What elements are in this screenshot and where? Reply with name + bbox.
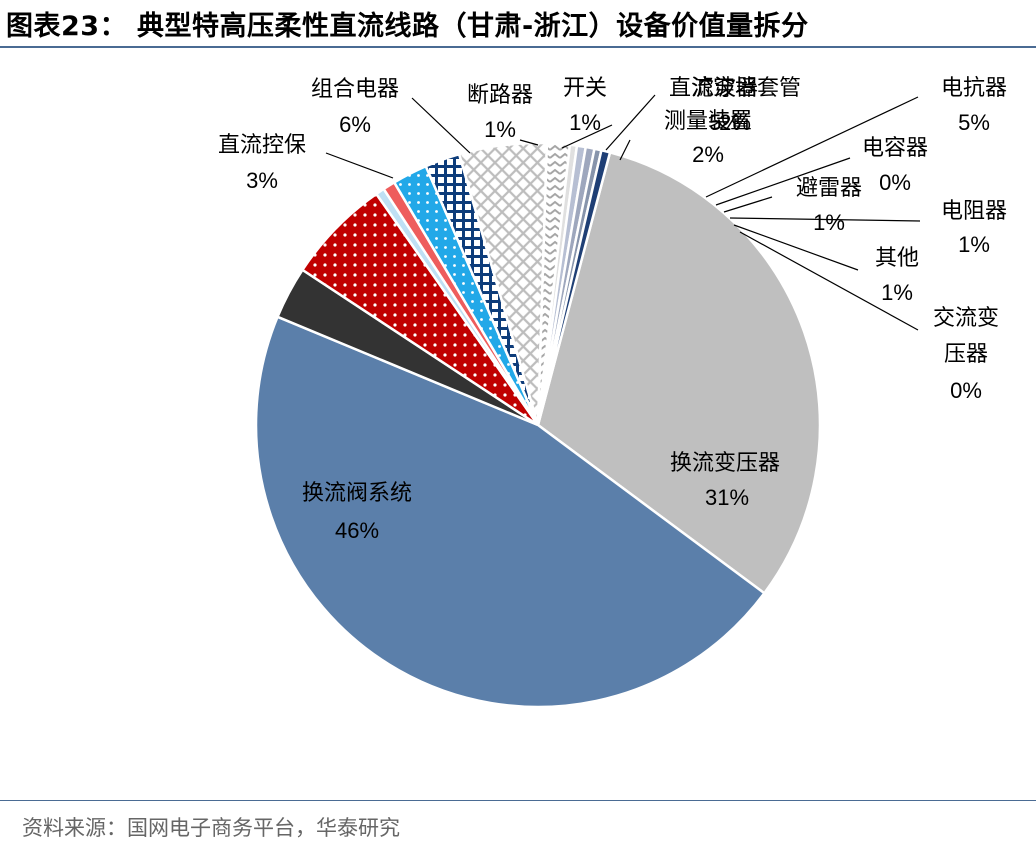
slice-name-label: 直流穿墙套管 (669, 76, 801, 101)
leader-line (739, 231, 919, 331)
slice-percent-label: 1% (569, 110, 601, 135)
title-divider (0, 46, 1036, 48)
leader-lines (325, 94, 921, 331)
leader-line (729, 217, 921, 222)
slice-percent-label: 5% (709, 110, 741, 135)
slice-percent-label: 1% (484, 117, 516, 142)
slice-percent-label: 0% (950, 378, 982, 403)
slice-name-label: 断路器 (467, 83, 533, 108)
leader-line (723, 196, 773, 213)
slice-name-label: 组合电器 (311, 77, 399, 102)
slice-name-label: 电阻器 (941, 199, 1007, 224)
slice-percent-label: 2% (692, 142, 724, 167)
slice-labels: 换流变压器 31% 换流阀系统 46% 直流控保 3% 组合电器 6% 断路器 1% 开关 1% 直流穿… (218, 76, 1007, 543)
pie-slices (254, 141, 822, 709)
slice-name-label: 电容器 (862, 136, 928, 161)
slice-name-label: 直流控保 (218, 133, 306, 158)
slice-name-label: 其他 (875, 246, 919, 271)
slice-percent-label: 1% (958, 232, 990, 257)
leader-line (325, 152, 394, 179)
slice-name-label: 避雷器 (796, 176, 862, 201)
slice-percent-label: 3% (246, 168, 278, 193)
slice-percent-label: 2% (719, 110, 751, 135)
leader-line (561, 124, 613, 149)
leader-line (411, 97, 471, 154)
slice-percent-label: 5% (958, 110, 990, 135)
leader-line (619, 139, 631, 161)
slice-percent-label: 0% (879, 170, 911, 195)
leader-line (519, 139, 539, 146)
slice-percent-label: 46% (335, 518, 379, 543)
pie-chart: 换流变压器 31% 换流阀系统 46% 直流控保 3% 组合电器 6% 断路器 1% 开关 1% 直流穿… (218, 76, 1007, 709)
slice-name-label: 测量装置 (664, 109, 752, 134)
leader-line (605, 94, 656, 151)
slice-name-label: 交流变压器 (933, 306, 999, 367)
slice-name-label: 换流变压器 (670, 451, 780, 476)
slice-percent-label: 1% (881, 280, 913, 305)
slice-percent-label: 31% (705, 485, 749, 510)
leader-line (705, 96, 919, 198)
source-note: 资料来源：国网电子商务平台，华泰研究 (22, 816, 400, 840)
slice-name-label: 开关 (563, 76, 607, 101)
slice-percent-label: 6% (339, 112, 371, 137)
leader-line (733, 224, 859, 271)
pie-slice-2 (254, 315, 767, 709)
slice-percent-label: 1% (813, 210, 845, 235)
leader-line (715, 157, 851, 206)
figure-title: 图表23： 典型特高压柔性直流线路（甘肃-浙江）设备价值量拆分 (6, 11, 809, 42)
pie-slice-1 (536, 150, 822, 595)
source-divider (0, 800, 1036, 801)
slice-name-label: 电抗器 (941, 76, 1007, 101)
pie-slice-15 (536, 148, 612, 426)
slice-name-label: 滤波器 (692, 76, 758, 101)
slice-name-label: 换流阀系统 (302, 481, 412, 506)
